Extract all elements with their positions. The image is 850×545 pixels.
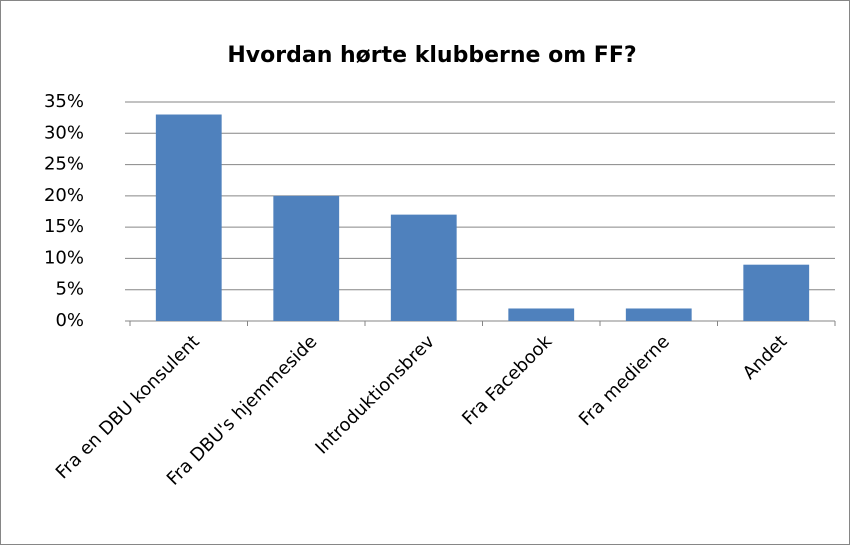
bar <box>625 308 692 321</box>
y-tick-label: 15% <box>44 216 84 237</box>
y-tick-label: 30% <box>44 122 84 143</box>
bar <box>390 214 457 321</box>
y-tick-label: 5% <box>55 279 84 300</box>
y-tick-label: 20% <box>44 185 84 206</box>
y-tick-label: 0% <box>55 310 84 331</box>
y-tick-label: 35% <box>44 91 84 112</box>
chart-title: Hvordan hørte klubberne om FF? <box>227 43 636 68</box>
bar <box>743 264 810 321</box>
bar <box>273 195 340 321</box>
bar <box>508 308 575 321</box>
y-tick-label: 10% <box>44 247 84 268</box>
y-tick-label: 25% <box>44 154 84 175</box>
bar <box>155 114 222 321</box>
